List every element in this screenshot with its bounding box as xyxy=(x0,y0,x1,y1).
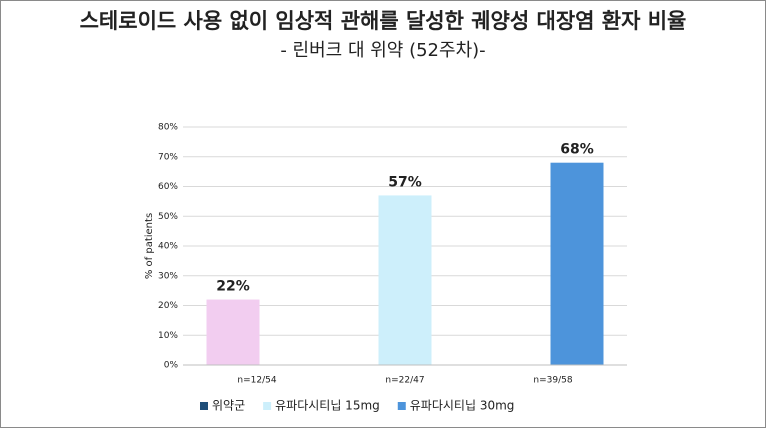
x-tick-label: n=12/54 xyxy=(237,376,276,386)
y-tick-label: 80% xyxy=(158,123,178,133)
data-label: 57% xyxy=(388,174,422,190)
x-tick-label: n=39/58 xyxy=(533,376,572,386)
y-tick-label: 10% xyxy=(158,331,178,341)
data-label: 22% xyxy=(216,279,250,295)
bar xyxy=(378,195,432,365)
bar xyxy=(550,162,604,365)
chart-title: 스테로이드 사용 없이 임상적 관해를 달성한 궤양성 대장염 환자 비율 xyxy=(80,9,687,33)
legend-swatch xyxy=(397,402,406,410)
legend-label: 유파다시티닙 30mg xyxy=(410,399,515,413)
chart-subtitle: - 린버크 대 위약 (52주차)- xyxy=(280,40,485,61)
y-tick-label: 0% xyxy=(164,361,179,371)
y-tick-label: 30% xyxy=(158,271,178,281)
bar xyxy=(206,299,260,365)
legend-swatch xyxy=(263,402,272,410)
legend-swatch xyxy=(200,402,208,410)
legend-label: 위약군 xyxy=(212,398,245,413)
y-axis-label: % of patients xyxy=(144,213,155,279)
y-tick-label: 20% xyxy=(158,301,178,311)
y-tick-label: 60% xyxy=(158,182,178,192)
y-tick-label: 70% xyxy=(158,152,178,162)
x-tick-label: n=22/47 xyxy=(385,376,424,386)
y-tick-label: 40% xyxy=(158,242,178,252)
data-label: 68% xyxy=(560,142,594,158)
legend-label: 유파다시티닙 15mg xyxy=(275,399,380,413)
y-tick-label: 50% xyxy=(158,212,178,222)
